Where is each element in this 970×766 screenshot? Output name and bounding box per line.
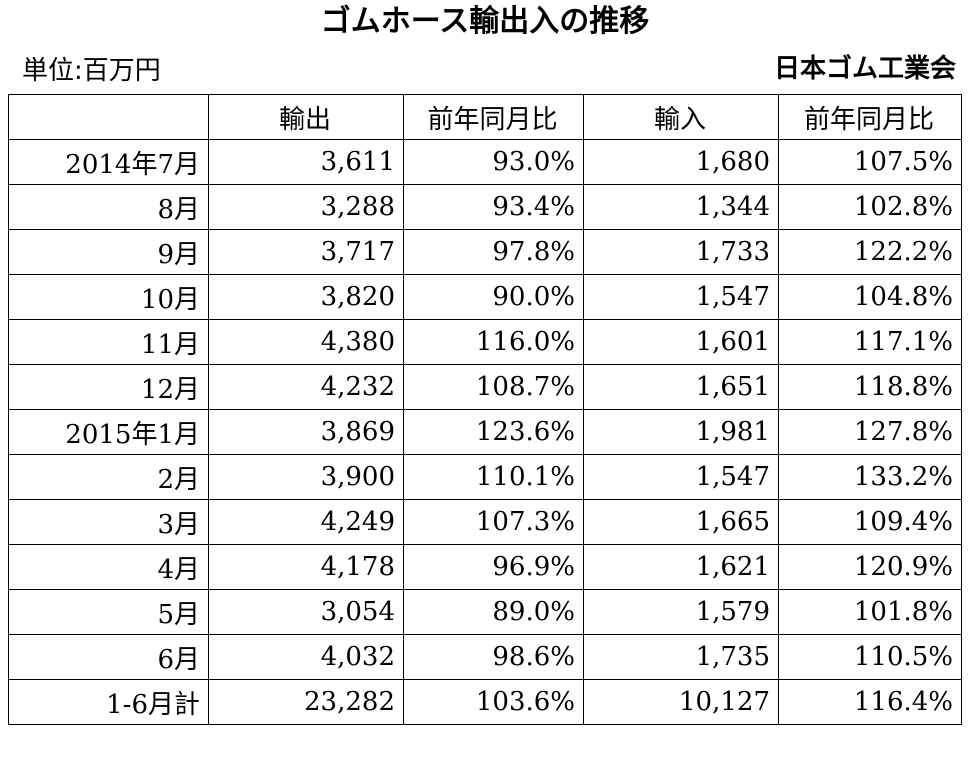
export-yoy-cell: 93.0% — [403, 139, 584, 185]
table-row: 9月 3,717 97.8% 1,733 122.2% — [8, 229, 962, 275]
document-title: ゴムホース輸出入の推移 — [320, 4, 650, 39]
import-yoy-cell: 104.8% — [778, 274, 962, 320]
header-import: 輸入 — [583, 94, 779, 140]
export-yoy-cell: 110.1% — [403, 454, 584, 500]
export-yoy-cell: 96.9% — [403, 544, 584, 590]
period-cell: 3月 — [8, 499, 209, 545]
export-cell: 3,054 — [208, 589, 404, 635]
table-row: 6月 4,032 98.6% 1,735 110.5% — [8, 634, 962, 680]
import-cell: 1,680 — [583, 139, 779, 185]
export-cell: 3,611 — [208, 139, 404, 185]
table-row: 8月 3,288 93.4% 1,344 102.8% — [8, 184, 962, 230]
export-yoy-cell: 98.6% — [403, 634, 584, 680]
header-row: 輸出 前年同月比 輸入 前年同月比 — [8, 94, 962, 140]
period-cell: 5月 — [8, 589, 209, 635]
import-cell: 1,601 — [583, 319, 779, 365]
table-row: 1-6月計 23,282 103.6% 10,127 116.4% — [8, 679, 962, 725]
table-row: 2015年1月 3,869 123.6% 1,981 127.8% — [8, 409, 962, 455]
data-table: 輸出 前年同月比 輸入 前年同月比 2014年7月 3,611 93.0% 1,680… — [8, 94, 962, 725]
export-cell: 4,249 — [208, 499, 404, 545]
table-row: 4月 4,178 96.9% 1,621 120.9% — [8, 544, 962, 590]
import-yoy-cell: 127.8% — [778, 409, 962, 455]
import-yoy-cell: 133.2% — [778, 454, 962, 500]
export-cell: 4,178 — [208, 544, 404, 590]
unit-label: 単位:百万円 — [22, 56, 161, 86]
import-cell: 1,621 — [583, 544, 779, 590]
import-yoy-cell: 120.9% — [778, 544, 962, 590]
export-cell: 23,282 — [208, 679, 404, 725]
period-cell: 2015年1月 — [8, 409, 209, 455]
period-cell: 2月 — [8, 454, 209, 500]
export-cell: 3,717 — [208, 229, 404, 275]
period-cell: 8月 — [8, 184, 209, 230]
import-yoy-cell: 110.5% — [778, 634, 962, 680]
export-yoy-cell: 90.0% — [403, 274, 584, 320]
source-label: 日本ゴム工業会 — [773, 54, 956, 84]
period-cell: 11月 — [8, 319, 209, 365]
export-yoy-cell: 103.6% — [403, 679, 584, 725]
table-row: 3月 4,249 107.3% 1,665 109.4% — [8, 499, 962, 545]
export-cell: 3,820 — [208, 274, 404, 320]
export-cell: 4,032 — [208, 634, 404, 680]
import-yoy-cell: 101.8% — [778, 589, 962, 635]
table-row: 2014年7月 3,611 93.0% 1,680 107.5% — [8, 139, 962, 185]
import-cell: 10,127 — [583, 679, 779, 725]
import-cell: 1,547 — [583, 454, 779, 500]
import-yoy-cell: 118.8% — [778, 364, 962, 410]
period-cell: 10月 — [8, 274, 209, 320]
period-cell: 12月 — [8, 364, 209, 410]
period-cell: 4月 — [8, 544, 209, 590]
header-period — [8, 94, 209, 140]
header-import-yoy: 前年同月比 — [778, 94, 962, 140]
export-cell: 3,900 — [208, 454, 404, 500]
table-row: 11月 4,380 116.0% 1,601 117.1% — [8, 319, 962, 365]
export-yoy-cell: 123.6% — [403, 409, 584, 455]
import-cell: 1,665 — [583, 499, 779, 545]
period-cell: 1-6月計 — [8, 679, 209, 725]
import-cell: 1,733 — [583, 229, 779, 275]
export-yoy-cell: 97.8% — [403, 229, 584, 275]
period-cell: 6月 — [8, 634, 209, 680]
period-cell: 9月 — [8, 229, 209, 275]
export-cell: 4,232 — [208, 364, 404, 410]
export-yoy-cell: 107.3% — [403, 499, 584, 545]
import-yoy-cell: 116.4% — [778, 679, 962, 725]
table-row: 10月 3,820 90.0% 1,547 104.8% — [8, 274, 962, 320]
import-cell: 1,579 — [583, 589, 779, 635]
export-cell: 3,288 — [208, 184, 404, 230]
table-row: 12月 4,232 108.7% 1,651 118.8% — [8, 364, 962, 410]
import-yoy-cell: 109.4% — [778, 499, 962, 545]
export-yoy-cell: 116.0% — [403, 319, 584, 365]
import-cell: 1,651 — [583, 364, 779, 410]
header-export: 輸出 — [208, 94, 404, 140]
table-body: 2014年7月 3,611 93.0% 1,680 107.5% 8月 3,288 93.4%… — [8, 139, 962, 725]
import-yoy-cell: 117.1% — [778, 319, 962, 365]
export-yoy-cell: 108.7% — [403, 364, 584, 410]
import-cell: 1,547 — [583, 274, 779, 320]
period-cell: 2014年7月 — [8, 139, 209, 185]
table-row: 2月 3,900 110.1% 1,547 133.2% — [8, 454, 962, 500]
table-row: 5月 3,054 89.0% 1,579 101.8% — [8, 589, 962, 635]
import-cell: 1,981 — [583, 409, 779, 455]
import-yoy-cell: 102.8% — [778, 184, 962, 230]
import-cell: 1,344 — [583, 184, 779, 230]
import-cell: 1,735 — [583, 634, 779, 680]
export-yoy-cell: 93.4% — [403, 184, 584, 230]
import-yoy-cell: 122.2% — [778, 229, 962, 275]
header-export-yoy: 前年同月比 — [403, 94, 584, 140]
export-cell: 4,380 — [208, 319, 404, 365]
import-yoy-cell: 107.5% — [778, 139, 962, 185]
export-yoy-cell: 89.0% — [403, 589, 584, 635]
export-cell: 3,869 — [208, 409, 404, 455]
